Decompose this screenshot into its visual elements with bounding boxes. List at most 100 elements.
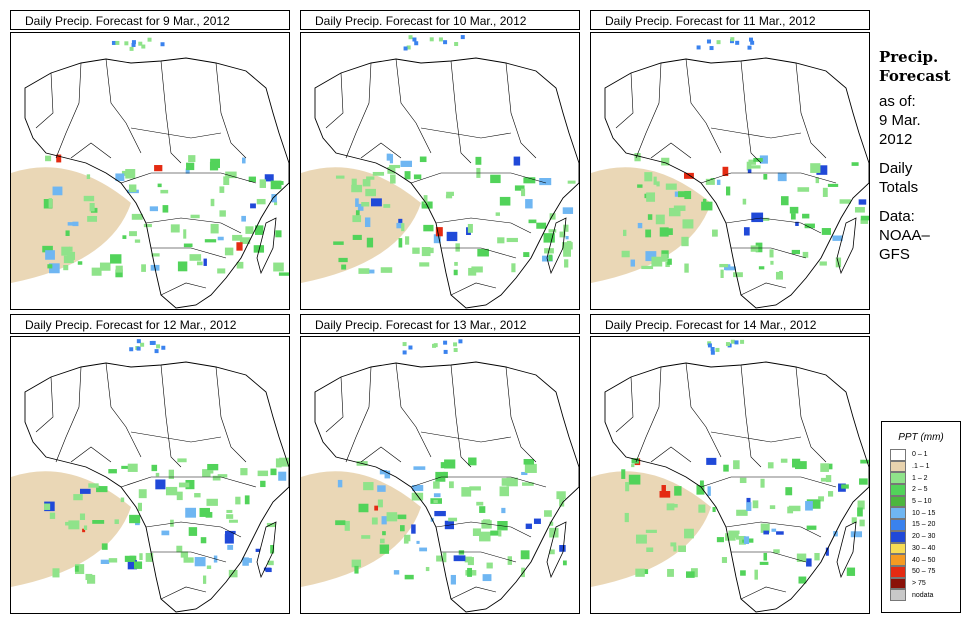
precip-cell: [825, 547, 829, 556]
country-border: [160, 586, 207, 600]
precip-cell: [445, 194, 453, 199]
precip-cell: [401, 223, 405, 232]
precip-cell: [186, 162, 195, 171]
precip-cell: [244, 495, 250, 505]
panel-title: Daily Precip. Forecast for 13 Mar., 2012: [300, 314, 580, 334]
precip-cell: [42, 245, 53, 253]
precip-cell: [226, 509, 233, 513]
legend-swatch: [890, 460, 906, 473]
precip-cell: [796, 553, 807, 562]
precip-cell: [355, 210, 360, 216]
precip-cell: [497, 237, 505, 244]
precip-cell: [806, 558, 812, 567]
legend-swatch: [890, 577, 906, 590]
precip-cell: [100, 559, 110, 564]
precip-cell: [730, 339, 735, 344]
country-border: [740, 60, 762, 164]
precip-cell: [525, 199, 533, 209]
panel-title: Daily Precip. Forecast for 9 Mar., 2012: [10, 10, 290, 30]
precip-cell: [859, 478, 868, 485]
totals-label-2: Totals: [879, 179, 919, 196]
precip-cell: [795, 461, 807, 470]
precip-cell: [846, 567, 856, 576]
precip-cell: [471, 266, 483, 273]
precip-cell: [131, 213, 143, 220]
precip-cell: [725, 266, 736, 271]
precip-cell: [701, 201, 713, 211]
precip-cell: [122, 235, 127, 239]
country-border: [615, 72, 634, 129]
precip-cell: [810, 163, 821, 173]
precip-cell: [202, 575, 207, 584]
precip-cell: [183, 557, 194, 563]
precip-cell: [563, 224, 569, 232]
precip-cell: [707, 341, 712, 346]
precip-cell: [416, 540, 420, 544]
precip-cell: [665, 183, 677, 190]
legend-swatch: [890, 589, 906, 601]
precip-cell: [194, 493, 201, 498]
precip-cell: [748, 159, 757, 165]
precip-cell: [681, 236, 689, 247]
precip-cell: [256, 198, 266, 205]
precip-cell: [338, 257, 348, 263]
precip-cell: [160, 42, 165, 47]
precip-cell: [361, 202, 370, 207]
precip-cell: [390, 174, 396, 184]
precip-cell: [673, 545, 677, 552]
precip-cell: [432, 343, 437, 348]
precip-cell: [511, 263, 516, 273]
country-border: [740, 282, 787, 296]
country-border: [151, 551, 227, 563]
precip-cell: [204, 239, 217, 243]
precip-cell: [752, 500, 759, 509]
precip-cell: [733, 460, 740, 470]
precip-cell: [646, 547, 654, 552]
precip-cell: [464, 556, 472, 563]
precip-cell: [219, 186, 225, 193]
precip-cell: [696, 485, 705, 495]
precip-cell: [185, 507, 197, 518]
precip-cell: [725, 186, 731, 196]
precip-cell: [374, 505, 379, 511]
precip-cell: [825, 475, 832, 483]
precip-cell: [818, 496, 825, 502]
precip-cell: [631, 458, 639, 464]
precip-cell: [858, 199, 867, 205]
precip-cell: [270, 180, 282, 190]
precip-cell: [548, 229, 557, 233]
country-border: [615, 376, 634, 433]
precip-cell: [228, 569, 238, 578]
precip-cell: [659, 491, 671, 498]
country-border: [130, 431, 222, 443]
precip-cell: [751, 212, 764, 223]
precip-cell: [143, 223, 152, 228]
precip-cell: [523, 458, 535, 465]
legend-label: 0 – 1: [912, 451, 928, 459]
panel-title: Daily Precip. Forecast for 14 Mar., 2012: [590, 314, 870, 334]
precip-cell: [185, 479, 195, 490]
legend-label: 15 – 20: [912, 521, 936, 529]
precip-cell: [236, 261, 244, 269]
madagascar-outline: [836, 521, 857, 579]
country-border: [120, 172, 257, 184]
precip-cell: [528, 219, 537, 224]
precip-cell: [645, 229, 652, 238]
precip-cell: [384, 470, 391, 479]
precip-cell: [743, 536, 750, 545]
precip-cell: [125, 169, 136, 179]
precip-cell: [684, 528, 694, 539]
precip-cell: [185, 168, 190, 174]
precip-cell: [115, 40, 120, 45]
precip-cell: [82, 528, 86, 533]
precip-cell: [490, 530, 501, 536]
legend-swatch: [890, 449, 906, 461]
precip-cell: [168, 469, 175, 479]
precip-cell: [226, 514, 234, 519]
precip-cell: [436, 555, 443, 562]
precip-cell: [443, 349, 448, 354]
precip-cell: [850, 531, 863, 538]
precip-cell: [763, 552, 768, 561]
country-border: [145, 521, 242, 538]
precip-cell: [138, 489, 147, 499]
